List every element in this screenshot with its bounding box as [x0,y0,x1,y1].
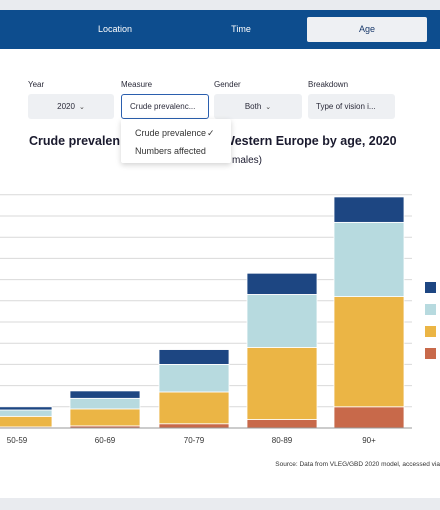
nav-bar: Location Time Age [0,10,440,49]
chevron-down-icon: ⌄ [265,104,272,111]
top-strip [0,0,440,10]
tab-location[interactable]: Location [97,24,133,34]
bar-segment-80-89-series-1[interactable] [246,419,318,429]
gender-label: Gender [214,80,241,89]
bar-segment-80-89-series-4[interactable] [246,272,318,295]
chart-title: Crude prevalen n Western Europe by age, 2… [29,134,429,148]
bottom-strip [0,498,440,510]
tab-time[interactable]: Time [231,24,251,34]
bar-segment-60-69-series-3[interactable] [69,397,141,410]
breakdown-label: Breakdown [308,80,349,89]
measure-dropdown: Crude prevalence ✓ Numbers affected [121,119,231,163]
source-note: Source: Data from VLEG/GBD 2020 model, a… [275,461,440,468]
chevron-down-icon: ⌄ [78,104,85,111]
x-tick-label: 60-69 [95,436,116,445]
bar-segment-50-59-series-2[interactable] [0,415,53,428]
legend-swatch [425,304,436,315]
chart-title-left: Crude prevalen [29,134,121,148]
breakdown-select[interactable]: Type of vision i... [308,94,395,119]
bar-segment-80-89-series-3[interactable] [246,294,318,348]
legend-swatch [425,326,436,337]
gender-select[interactable]: Both ⌄ [214,94,302,119]
x-tick-label: 50-59 [7,436,28,445]
bar-segment-70-79-series-3[interactable] [158,363,230,393]
bar-segment-90+-series-3[interactable] [333,221,405,297]
x-tick-label: 70-79 [184,436,205,445]
x-tick-label: 90+ [362,436,376,445]
option-crude-prevalence[interactable]: Crude prevalence [135,128,207,138]
bar-segment-60-69-series-4[interactable] [69,390,141,399]
bar-segment-60-69-series-2[interactable] [69,408,141,427]
breakdown-value: Type of vision i... [316,102,376,111]
chart-title-right: n Western Europe by age, 2020 [212,134,397,148]
bar-segment-90+-series-1[interactable] [333,406,405,429]
bar-segment-50-59-series-3[interactable] [0,409,53,417]
bar-segment-50-59-series-4[interactable] [0,406,53,411]
gender-value: Both [244,102,262,111]
measure-value: Crude prevalenc... [130,102,196,111]
year-label: Year [28,80,45,89]
year-select[interactable]: 2020 ⌄ [28,94,114,119]
legend-swatch [425,282,436,293]
x-tick-label: 80-89 [272,436,293,445]
bar-segment-90+-series-2[interactable] [333,296,405,408]
bar-segment-70-79-series-1[interactable] [158,423,230,429]
option-numbers-affected[interactable]: Numbers affected [135,146,206,156]
bar-segment-90+-series-4[interactable] [333,196,405,223]
tab-age[interactable]: Age [307,17,427,42]
bar-segment-70-79-series-4[interactable] [158,349,230,365]
measure-label: Measure [121,80,153,89]
year-value: 2020 [57,102,75,111]
bar-segment-80-89-series-2[interactable] [246,347,318,420]
legend-swatch [425,348,436,359]
chart-subtitle: males) [232,155,263,166]
check-icon: ✓ [207,128,215,138]
measure-select[interactable]: Crude prevalenc... [121,94,209,119]
bar-segment-70-79-series-2[interactable] [158,391,230,425]
stacked-bar-chart: 50-59 60-69 70-79 80-89 90+ [0,194,436,445]
